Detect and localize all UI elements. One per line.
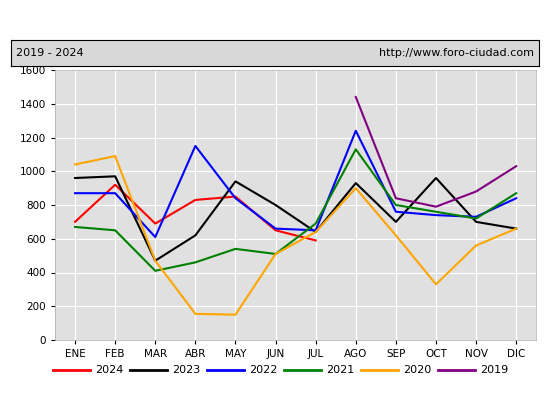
Text: 2024: 2024 — [95, 365, 123, 375]
Text: 2019: 2019 — [480, 365, 508, 375]
Text: http://www.foro-ciudad.com: http://www.foro-ciudad.com — [379, 48, 534, 58]
Text: 2019 - 2024: 2019 - 2024 — [16, 48, 84, 58]
Text: 2021: 2021 — [326, 365, 354, 375]
Text: Evolucion Nº Turistas Nacionales en el municipio de Arjonilla: Evolucion Nº Turistas Nacionales en el m… — [38, 13, 512, 27]
Text: 2023: 2023 — [172, 365, 200, 375]
Text: 2020: 2020 — [403, 365, 431, 375]
Text: 2022: 2022 — [249, 365, 277, 375]
